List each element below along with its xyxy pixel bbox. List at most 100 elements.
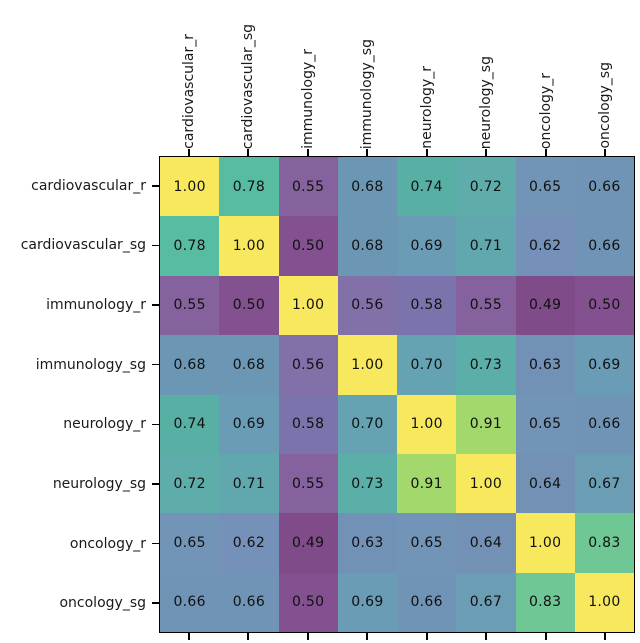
heatmap-cell: 0.69	[574, 335, 634, 395]
x-axis-tick-top	[485, 149, 488, 156]
x-axis-label: cardiovascular_sg	[240, 23, 257, 149]
heatmap-cell: 0.65	[160, 513, 220, 573]
heatmap-cell: 0.64	[456, 513, 516, 573]
y-axis-label: neurology_sg	[52, 475, 146, 492]
heatmap-cell: 0.65	[515, 394, 575, 454]
x-axis-label: cardiovascular_r	[180, 34, 197, 149]
heatmap-cell: 0.55	[160, 275, 220, 336]
y-axis-tick	[152, 542, 159, 545]
heatmap-cell: 1.00	[337, 335, 397, 395]
x-axis-tick-top	[604, 149, 607, 156]
y-axis-tick	[152, 244, 159, 247]
heatmap-cell: 0.83	[515, 572, 575, 632]
heatmap-cell: 0.66	[397, 572, 457, 632]
heatmap-cell: 0.70	[397, 335, 457, 395]
heatmap-cell: 0.71	[456, 216, 516, 276]
heatmap-cell: 0.67	[456, 572, 516, 632]
heatmap-cell: 0.72	[160, 453, 220, 514]
heatmap-cell: 0.58	[278, 394, 338, 454]
x-axis-label-box: oncology_sg	[595, 0, 615, 149]
x-axis-tick-bottom	[187, 633, 190, 640]
heatmap-cell: 1.00	[160, 157, 220, 217]
heatmap-cell: 0.66	[574, 394, 634, 454]
heatmap-cell: 0.56	[278, 335, 338, 395]
x-axis-tick-bottom	[544, 633, 547, 640]
heatmap-cell: 0.83	[574, 513, 634, 573]
heatmap-cell: 0.91	[397, 453, 457, 514]
heatmap-cell: 0.56	[337, 275, 397, 336]
heatmap-cell: 0.58	[397, 275, 457, 336]
y-axis-label: immunology_sg	[35, 356, 146, 373]
x-axis-label: oncology_sg	[597, 62, 614, 149]
heatmap-cell: 1.00	[456, 453, 516, 514]
heatmap-cell: 0.50	[278, 216, 338, 276]
heatmap-cell: 0.65	[515, 157, 575, 217]
heatmap-cell: 0.50	[574, 275, 634, 336]
heatmap-cell: 0.49	[278, 513, 338, 573]
y-axis-label: neurology_r	[63, 416, 146, 433]
heatmap-cell: 0.69	[219, 394, 279, 454]
heatmap-cell: 0.74	[160, 394, 220, 454]
x-axis-tick-bottom	[425, 633, 428, 640]
x-axis-tick-bottom	[247, 633, 250, 640]
x-axis-label: oncology_r	[537, 72, 554, 149]
heatmap-plot-area: 1.00 0.78 0.55 0.68 0.74 0.72 0.65 0.66 0.78 1.00…	[159, 156, 635, 633]
heatmap-cell: 0.63	[515, 335, 575, 395]
heatmap-cell: 0.69	[397, 216, 457, 276]
x-axis-tick-bottom	[366, 633, 369, 640]
heatmap-cell: 0.74	[397, 157, 457, 217]
x-axis-tick-bottom	[306, 633, 309, 640]
heatmap-cell: 0.68	[160, 335, 220, 395]
y-axis-label: cardiovascular_sg	[20, 237, 146, 254]
y-axis-label: oncology_sg	[59, 595, 146, 612]
y-axis-label: oncology_r	[69, 535, 146, 552]
heatmap-cell: 0.66	[574, 157, 634, 217]
heatmap-cell: 0.65	[397, 513, 457, 573]
x-axis-tick-top	[425, 149, 428, 156]
heatmap-cell: 0.66	[574, 216, 634, 276]
x-axis-label-box: neurology_sg	[476, 0, 496, 149]
heatmap-cell: 0.66	[219, 572, 279, 632]
heatmap-cell: 1.00	[219, 216, 279, 276]
heatmap-cell: 0.69	[337, 572, 397, 632]
y-axis-label: immunology_r	[46, 297, 146, 314]
heatmap-cell: 0.62	[219, 513, 279, 573]
heatmap-cell: 0.50	[278, 572, 338, 632]
x-axis-label-box: immunology_r	[298, 0, 318, 149]
heatmap-cell: 0.67	[574, 453, 634, 514]
y-axis-tick	[152, 602, 159, 604]
heatmap-cell: 0.72	[456, 157, 516, 217]
x-axis-label-box: cardiovascular_sg	[238, 0, 258, 149]
y-axis-tick	[152, 304, 159, 306]
x-axis-tick-top	[306, 149, 309, 156]
x-axis-tick-top	[544, 149, 547, 156]
x-axis-tick-top	[187, 149, 190, 156]
x-axis-label: neurology_r	[418, 66, 435, 149]
y-axis-tick	[152, 423, 159, 426]
x-axis-label-box: immunology_sg	[357, 0, 377, 149]
heatmap-cell: 0.50	[219, 275, 279, 336]
x-axis-tick-top	[247, 149, 250, 156]
heatmap-cell: 1.00	[397, 394, 457, 454]
heatmap-cell: 1.00	[278, 275, 338, 336]
x-axis-tick-bottom	[485, 633, 488, 640]
heatmap-cell: 0.70	[337, 394, 397, 454]
heatmap-cell: 0.73	[337, 453, 397, 514]
heatmap-cell: 0.78	[160, 216, 220, 276]
heatmap-cell: 0.91	[456, 394, 516, 454]
heatmap-cell: 0.64	[515, 453, 575, 514]
heatmap-cell: 0.68	[337, 157, 397, 217]
heatmap-cell: 0.62	[515, 216, 575, 276]
heatmap-cell: 0.55	[278, 453, 338, 514]
heatmap-cell: 0.71	[219, 453, 279, 514]
x-axis-label-box: neurology_r	[417, 0, 437, 149]
x-axis-label: immunology_r	[299, 49, 316, 149]
heatmap-cell: 0.78	[219, 157, 279, 217]
y-axis-tick	[152, 363, 159, 366]
x-axis-label: immunology_sg	[359, 38, 376, 149]
heatmap-cell: 0.68	[337, 216, 397, 276]
x-axis-tick-bottom	[604, 633, 607, 640]
heatmap-cell: 0.68	[219, 335, 279, 395]
heatmap-grid: 1.00 0.78 0.55 0.68 0.74 0.72 0.65 0.66 0.78 1.00…	[160, 157, 634, 632]
